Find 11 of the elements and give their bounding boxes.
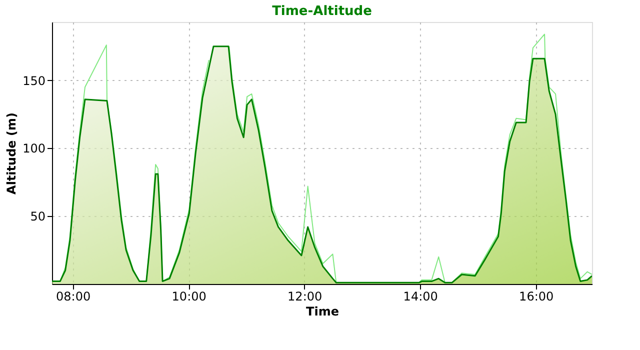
x-tick-label: 10:00: [172, 290, 206, 304]
x-axis-title: Time: [306, 304, 339, 318]
x-tick-label: 08:00: [56, 290, 91, 304]
y-tick-label: 150: [22, 74, 46, 88]
x-tick-label: 16:00: [519, 290, 554, 304]
y-axis-title: Altitude (m): [4, 112, 19, 194]
x-tick-label: 14:00: [403, 290, 438, 304]
y-tick-label: 50: [30, 210, 46, 224]
y-tick-label: 100: [22, 142, 46, 156]
x-tick-label: 12:00: [288, 290, 322, 304]
chart-title: Time-Altitude: [272, 4, 372, 19]
